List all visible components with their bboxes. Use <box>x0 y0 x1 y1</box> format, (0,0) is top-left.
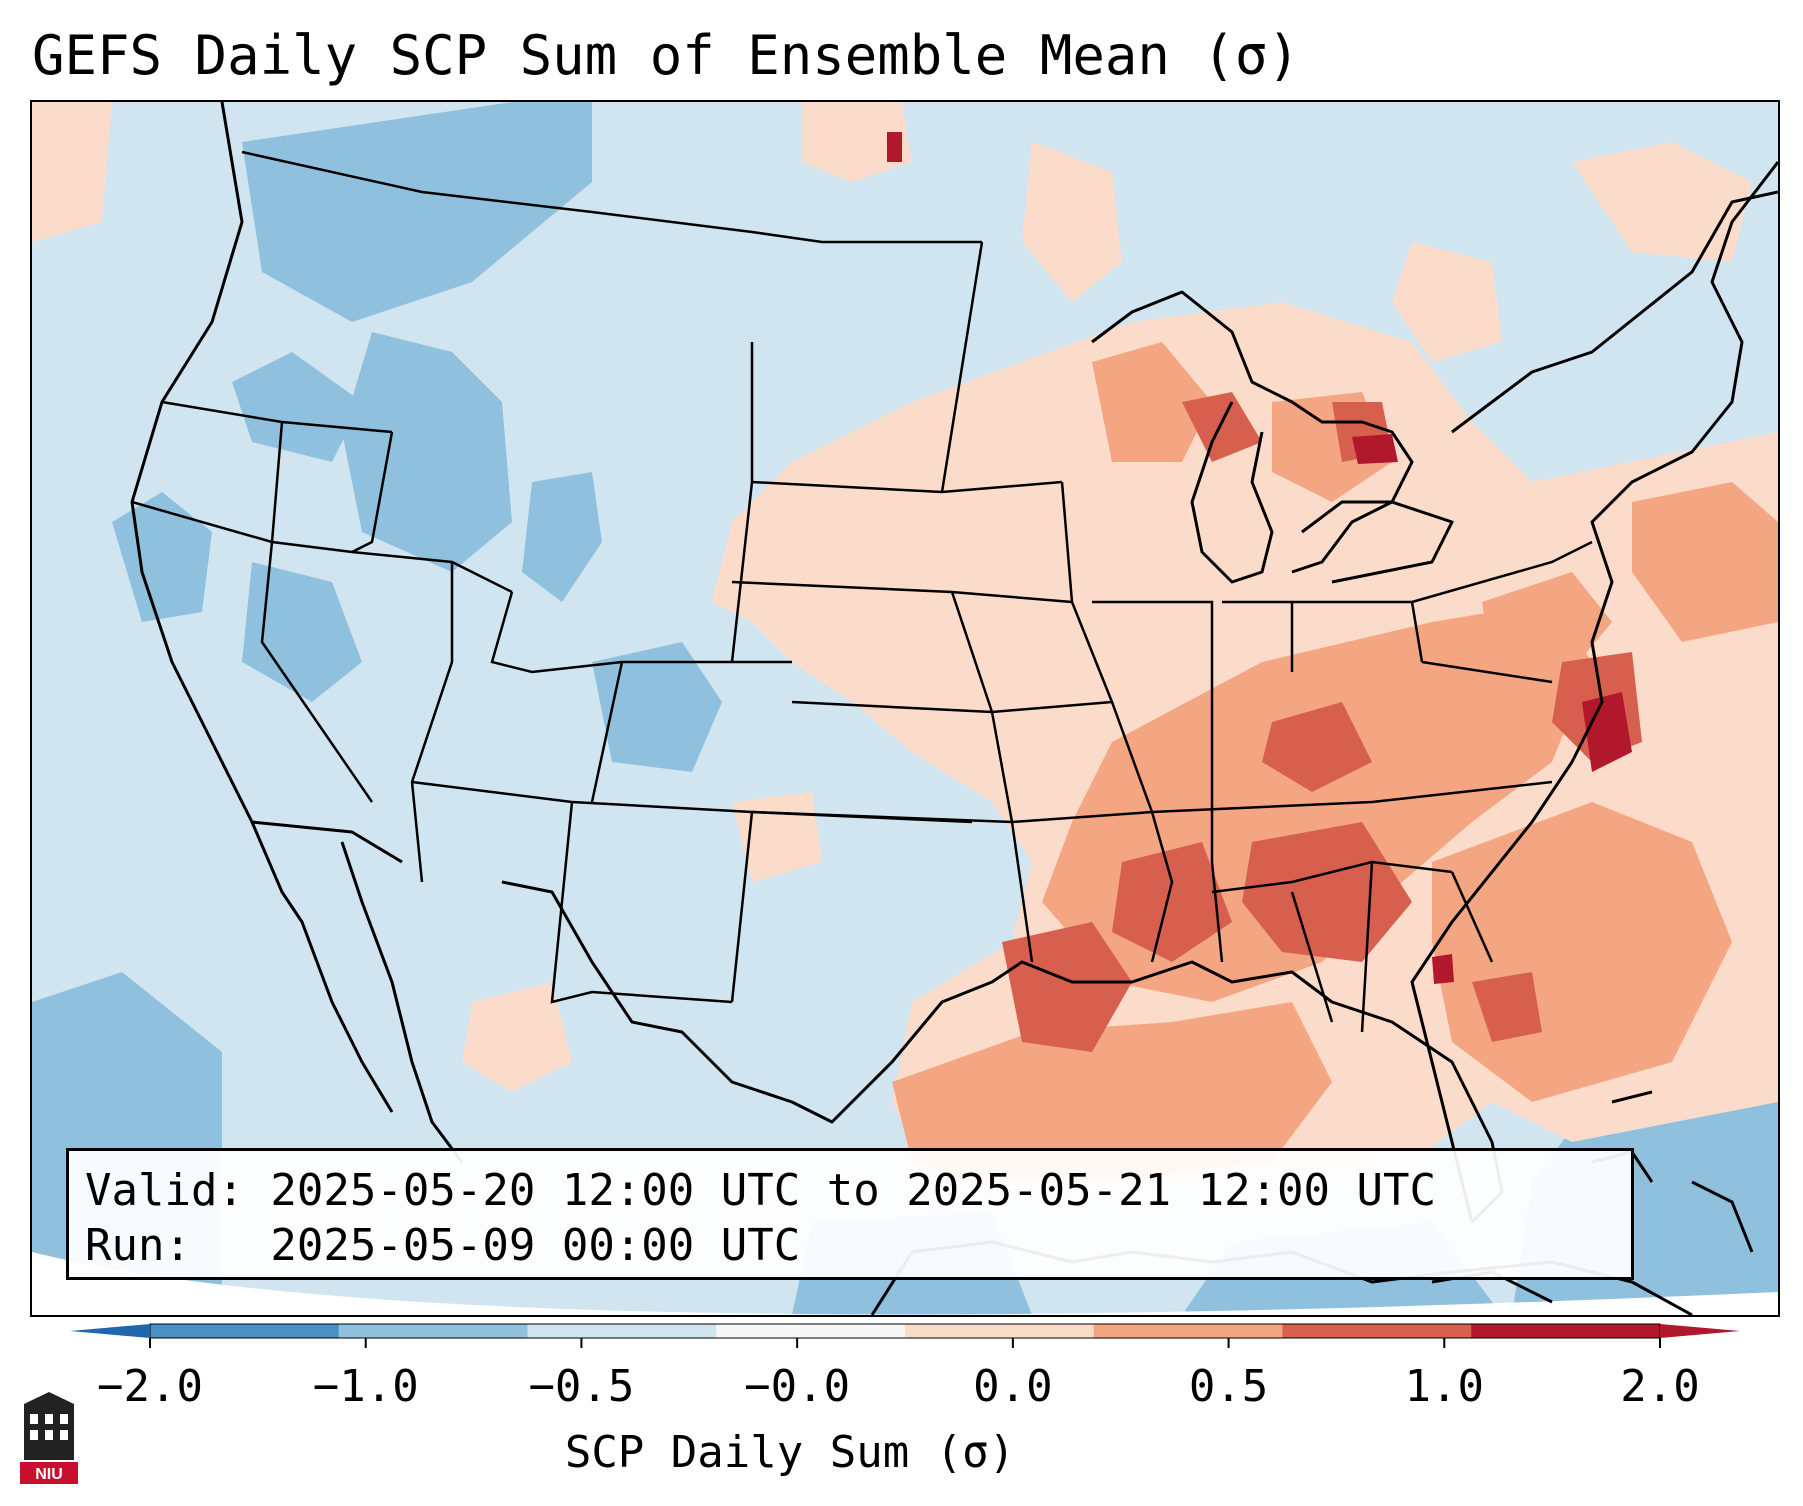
colorbar-segment <box>1282 1324 1472 1338</box>
colorbar-tick-label: 0.5 <box>1188 1361 1269 1412</box>
colorbar-label: SCP Daily Sum (σ) <box>564 1427 1016 1478</box>
colorbar-extend-right <box>1660 1324 1740 1338</box>
colorbar-segment <box>905 1324 1095 1338</box>
colorbar-segment <box>1471 1324 1661 1338</box>
colorbar-segments <box>149 1323 1661 1348</box>
colorbar-tick-label: 2.0 <box>1620 1361 1700 1412</box>
colorbar-tick-label: −1.0 <box>312 1361 419 1412</box>
run-time-text: Run: 2025-05-09 00:00 UTC <box>85 1220 801 1271</box>
colorbar-segment <box>150 1324 340 1338</box>
colorbar-tick-label: −2.0 <box>97 1361 203 1412</box>
colorbar-tick-label: 1.0 <box>1404 1361 1485 1412</box>
projection-edge <box>32 1252 1778 1315</box>
map-canvas <box>32 102 1778 1315</box>
colorbar-segment <box>338 1324 528 1338</box>
map-panel <box>30 100 1780 1317</box>
colorbar-extend-left <box>70 1324 150 1338</box>
colorbar-tick-label: 0.0 <box>973 1361 1053 1412</box>
niu-logo-icon: NIU <box>20 1392 78 1484</box>
svg-text:NIU: NIU <box>35 1466 63 1483</box>
colorbar <box>70 1323 1740 1348</box>
valid-time-text: Valid: 2025-05-20 12:00 UTC to 2025-05-2… <box>85 1165 1437 1216</box>
valid-run-info-box: Valid: 2025-05-20 12:00 UTC to 2025-05-2… <box>66 1148 1634 1280</box>
colorbar-segment <box>527 1324 717 1338</box>
coastlines <box>130 102 1778 1315</box>
extreme-positive-fill <box>887 132 1632 984</box>
map-title: GEFS Daily SCP Sum of Ensemble Mean (σ) <box>32 24 1300 87</box>
colorbar-segment <box>716 1324 906 1338</box>
state-boundaries <box>131 150 1593 1033</box>
colorbar-tick-label: −0.0 <box>744 1361 851 1412</box>
colorbar-tick-label: −0.5 <box>528 1361 635 1412</box>
colorbar-segment <box>1093 1324 1283 1338</box>
